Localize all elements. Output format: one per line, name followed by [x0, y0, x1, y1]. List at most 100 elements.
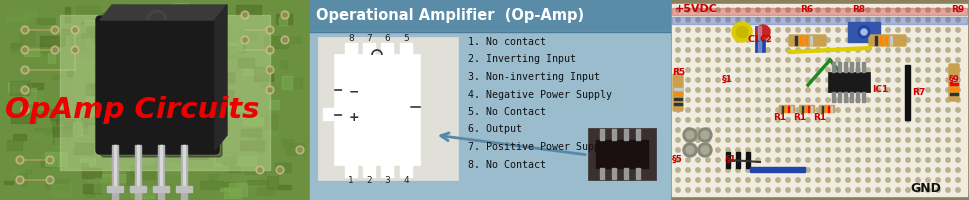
Circle shape	[905, 28, 909, 32]
Text: R7: R7	[911, 88, 924, 97]
Text: 3. Non-inverting Input: 3. Non-inverting Input	[467, 72, 600, 82]
Circle shape	[51, 46, 59, 54]
Circle shape	[755, 48, 760, 52]
Bar	[749, 167, 804, 172]
Circle shape	[775, 88, 779, 92]
Circle shape	[954, 98, 959, 102]
Bar	[345, 165, 357, 177]
Circle shape	[785, 48, 790, 52]
Circle shape	[685, 131, 693, 139]
Bar	[668, 0, 969, 200]
Text: R1: R1	[812, 113, 826, 122]
Circle shape	[805, 68, 809, 72]
Circle shape	[905, 8, 909, 12]
Bar	[281, 60, 287, 68]
Circle shape	[815, 68, 820, 72]
Circle shape	[725, 108, 730, 112]
Text: 2: 2	[366, 176, 371, 185]
Text: OpAmp Circuits: OpAmp Circuits	[5, 96, 260, 124]
Bar	[595, 140, 647, 168]
Bar	[179, 65, 189, 70]
Circle shape	[825, 128, 829, 132]
Circle shape	[835, 38, 839, 42]
Bar	[80, 158, 95, 165]
Circle shape	[775, 158, 779, 162]
Circle shape	[935, 28, 939, 32]
Circle shape	[675, 48, 679, 52]
Circle shape	[715, 38, 719, 42]
Circle shape	[875, 128, 879, 132]
Circle shape	[765, 18, 769, 22]
Circle shape	[915, 108, 920, 112]
Bar	[879, 36, 882, 45]
Bar	[237, 58, 254, 67]
Circle shape	[855, 178, 860, 182]
Bar	[257, 187, 273, 195]
Circle shape	[915, 38, 920, 42]
Circle shape	[795, 158, 799, 162]
Circle shape	[865, 38, 869, 42]
Circle shape	[875, 108, 879, 112]
Circle shape	[935, 138, 939, 142]
Text: R1: R1	[772, 113, 785, 122]
Circle shape	[715, 78, 719, 82]
Circle shape	[825, 108, 829, 112]
Circle shape	[845, 128, 849, 132]
Circle shape	[815, 178, 820, 182]
Bar	[201, 64, 222, 74]
Circle shape	[825, 8, 829, 12]
Circle shape	[53, 28, 57, 32]
Circle shape	[855, 118, 860, 122]
Bar	[148, 96, 169, 107]
Circle shape	[18, 158, 22, 162]
Bar	[224, 188, 240, 198]
Circle shape	[835, 68, 839, 72]
Text: R9: R9	[950, 5, 963, 14]
Bar	[215, 46, 236, 58]
Circle shape	[945, 138, 950, 142]
Circle shape	[924, 118, 929, 122]
Circle shape	[765, 28, 769, 32]
Bar	[230, 45, 236, 54]
Circle shape	[825, 178, 829, 182]
Circle shape	[815, 138, 820, 142]
Circle shape	[835, 108, 839, 112]
Bar	[85, 20, 106, 25]
Bar	[131, 188, 154, 198]
Circle shape	[945, 48, 950, 52]
Circle shape	[765, 88, 769, 92]
Circle shape	[675, 178, 679, 182]
Circle shape	[675, 58, 679, 62]
Bar	[167, 138, 183, 149]
Circle shape	[735, 38, 739, 42]
Circle shape	[755, 178, 760, 182]
Bar	[152, 111, 158, 126]
Bar	[12, 113, 36, 123]
Circle shape	[895, 138, 899, 142]
Circle shape	[860, 29, 866, 35]
Bar	[75, 61, 91, 66]
Text: 4: 4	[403, 176, 408, 185]
Bar	[73, 59, 96, 68]
Circle shape	[785, 88, 790, 92]
Circle shape	[855, 158, 860, 162]
Circle shape	[47, 158, 52, 162]
Circle shape	[755, 88, 760, 92]
Circle shape	[924, 48, 929, 52]
Circle shape	[825, 78, 829, 82]
Circle shape	[695, 18, 700, 22]
Circle shape	[945, 58, 950, 62]
Bar	[130, 186, 146, 192]
Bar	[233, 174, 257, 186]
Bar	[261, 84, 266, 88]
Circle shape	[701, 131, 708, 139]
Circle shape	[745, 128, 749, 132]
Circle shape	[915, 88, 920, 92]
Circle shape	[805, 48, 809, 52]
Bar	[132, 95, 145, 103]
Circle shape	[954, 108, 959, 112]
Bar	[884, 36, 887, 45]
Bar	[362, 43, 375, 55]
Bar	[73, 122, 81, 136]
Bar	[60, 15, 269, 170]
